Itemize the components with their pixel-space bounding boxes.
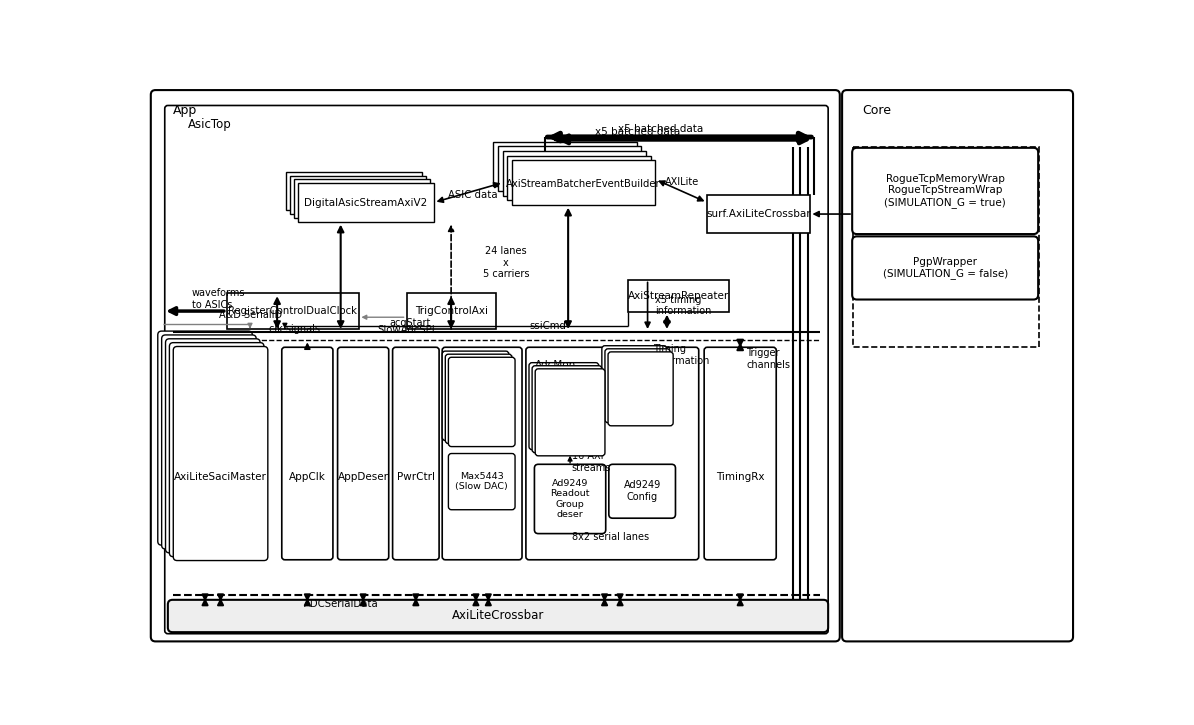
FancyBboxPatch shape xyxy=(609,464,676,518)
FancyBboxPatch shape xyxy=(605,349,670,423)
Bar xyxy=(512,160,656,204)
Text: AxiLiteCrossbar: AxiLiteCrossbar xyxy=(451,610,544,623)
FancyBboxPatch shape xyxy=(704,347,776,560)
Text: x5 batched data: x5 batched data xyxy=(595,127,681,136)
Text: ssiCmd: ssiCmd xyxy=(529,320,566,331)
Bar xyxy=(406,294,496,328)
Text: AxiStreamBatcherEventBuilder: AxiStreamBatcherEventBuilder xyxy=(506,179,661,189)
Text: PwrCtrl: PwrCtrl xyxy=(396,472,435,481)
FancyBboxPatch shape xyxy=(170,343,264,557)
Text: Dac: Dac xyxy=(472,365,492,376)
FancyBboxPatch shape xyxy=(161,335,257,549)
Text: AppDeser: AppDeser xyxy=(338,472,389,481)
FancyBboxPatch shape xyxy=(393,347,439,560)
Text: 8x2 serial lanes: 8x2 serial lanes xyxy=(572,531,648,542)
Bar xyxy=(498,146,641,191)
Text: Trigger
channels: Trigger channels xyxy=(746,348,790,370)
Text: TimingRx: TimingRx xyxy=(716,472,764,481)
FancyBboxPatch shape xyxy=(533,365,602,452)
Text: RogueTcpMemoryWrap
RogueTcpStreamWrap
(SIMULATION_G = true): RogueTcpMemoryWrap RogueTcpStreamWrap (S… xyxy=(885,174,1007,208)
Text: Dac
Waveform
Gen
Axi
(Fast DAC): Dac Waveform Gen Axi (Fast DAC) xyxy=(457,376,506,427)
FancyBboxPatch shape xyxy=(449,357,515,447)
Text: AdcMon: AdcMon xyxy=(535,360,577,370)
Text: ASIC data: ASIC data xyxy=(448,190,498,200)
FancyBboxPatch shape xyxy=(166,339,260,553)
FancyBboxPatch shape xyxy=(842,90,1073,642)
Text: A&D SerialID: A&D SerialID xyxy=(219,310,282,320)
Bar xyxy=(707,195,810,233)
Text: SlowAdcSPI: SlowAdcSPI xyxy=(377,325,436,335)
Text: acqStart: acqStart xyxy=(389,318,431,328)
FancyBboxPatch shape xyxy=(442,347,522,560)
Text: RegisterControlDualClock: RegisterControlDualClock xyxy=(228,306,357,316)
Text: TrigControlAxi: TrigControlAxi xyxy=(414,306,487,316)
FancyBboxPatch shape xyxy=(173,347,267,560)
Bar xyxy=(227,294,358,328)
FancyBboxPatch shape xyxy=(602,346,667,420)
FancyBboxPatch shape xyxy=(158,331,252,545)
Text: Ad9249
Readout
Group
deser: Ad9249 Readout Group deser xyxy=(550,478,590,519)
FancyBboxPatch shape xyxy=(442,351,509,440)
Text: AppClk: AppClk xyxy=(289,472,326,481)
Bar xyxy=(503,151,646,196)
Bar xyxy=(287,172,421,210)
Text: Max5443
(Slow DAC): Max5443 (Slow DAC) xyxy=(455,471,509,491)
Text: SlowA
dcCntrl
Axi: SlowA dcCntrl Axi xyxy=(623,372,658,405)
Text: ADCSerialData: ADCSerialData xyxy=(304,599,378,609)
FancyBboxPatch shape xyxy=(150,90,839,642)
Text: PgpWrapper
(SIMULATION_G = false): PgpWrapper (SIMULATION_G = false) xyxy=(882,257,1008,279)
Text: Timing
information: Timing information xyxy=(653,344,709,365)
FancyBboxPatch shape xyxy=(445,355,512,444)
FancyBboxPatch shape xyxy=(608,352,673,426)
Text: Pseudo
Scope
Axi: Pseudo Scope Axi xyxy=(553,396,587,429)
Bar xyxy=(853,147,1039,347)
Text: AxiStreamRepeater: AxiStreamRepeater xyxy=(628,291,730,301)
Text: Ad9249
Config: Ad9249 Config xyxy=(623,481,660,502)
FancyBboxPatch shape xyxy=(853,236,1038,299)
Text: x5 batched data: x5 batched data xyxy=(618,125,703,134)
Text: Core: Core xyxy=(862,104,891,117)
Text: AsicTop: AsicTop xyxy=(187,117,232,130)
Text: AXILite: AXILite xyxy=(665,177,700,187)
Text: waveforms
to ASICs: waveforms to ASICs xyxy=(192,288,246,310)
Bar xyxy=(493,141,636,186)
Bar xyxy=(290,175,426,214)
Text: AxiLiteSaciMaster: AxiLiteSaciMaster xyxy=(174,472,267,481)
Bar xyxy=(298,183,433,222)
Bar xyxy=(294,179,430,218)
FancyBboxPatch shape xyxy=(529,362,598,450)
Text: 24 lanes
x
5 carriers: 24 lanes x 5 carriers xyxy=(482,246,529,279)
Text: 16 AXI
streams: 16 AXI streams xyxy=(572,451,611,473)
Text: x5 timing
information: x5 timing information xyxy=(656,295,712,317)
FancyBboxPatch shape xyxy=(168,600,829,632)
FancyBboxPatch shape xyxy=(853,148,1038,234)
FancyBboxPatch shape xyxy=(535,369,605,456)
FancyBboxPatch shape xyxy=(165,105,829,634)
Text: App: App xyxy=(172,104,197,117)
FancyBboxPatch shape xyxy=(535,464,605,534)
Text: DigitalAsicStreamAxiV2: DigitalAsicStreamAxiV2 xyxy=(304,197,427,207)
Bar xyxy=(628,280,730,312)
FancyBboxPatch shape xyxy=(525,347,698,560)
Bar xyxy=(507,156,651,200)
Text: surf.AxiLiteCrossbar: surf.AxiLiteCrossbar xyxy=(706,209,811,219)
FancyBboxPatch shape xyxy=(338,347,389,560)
FancyBboxPatch shape xyxy=(282,347,333,560)
Text: clk signals: clk signals xyxy=(270,324,320,334)
FancyBboxPatch shape xyxy=(449,454,515,510)
